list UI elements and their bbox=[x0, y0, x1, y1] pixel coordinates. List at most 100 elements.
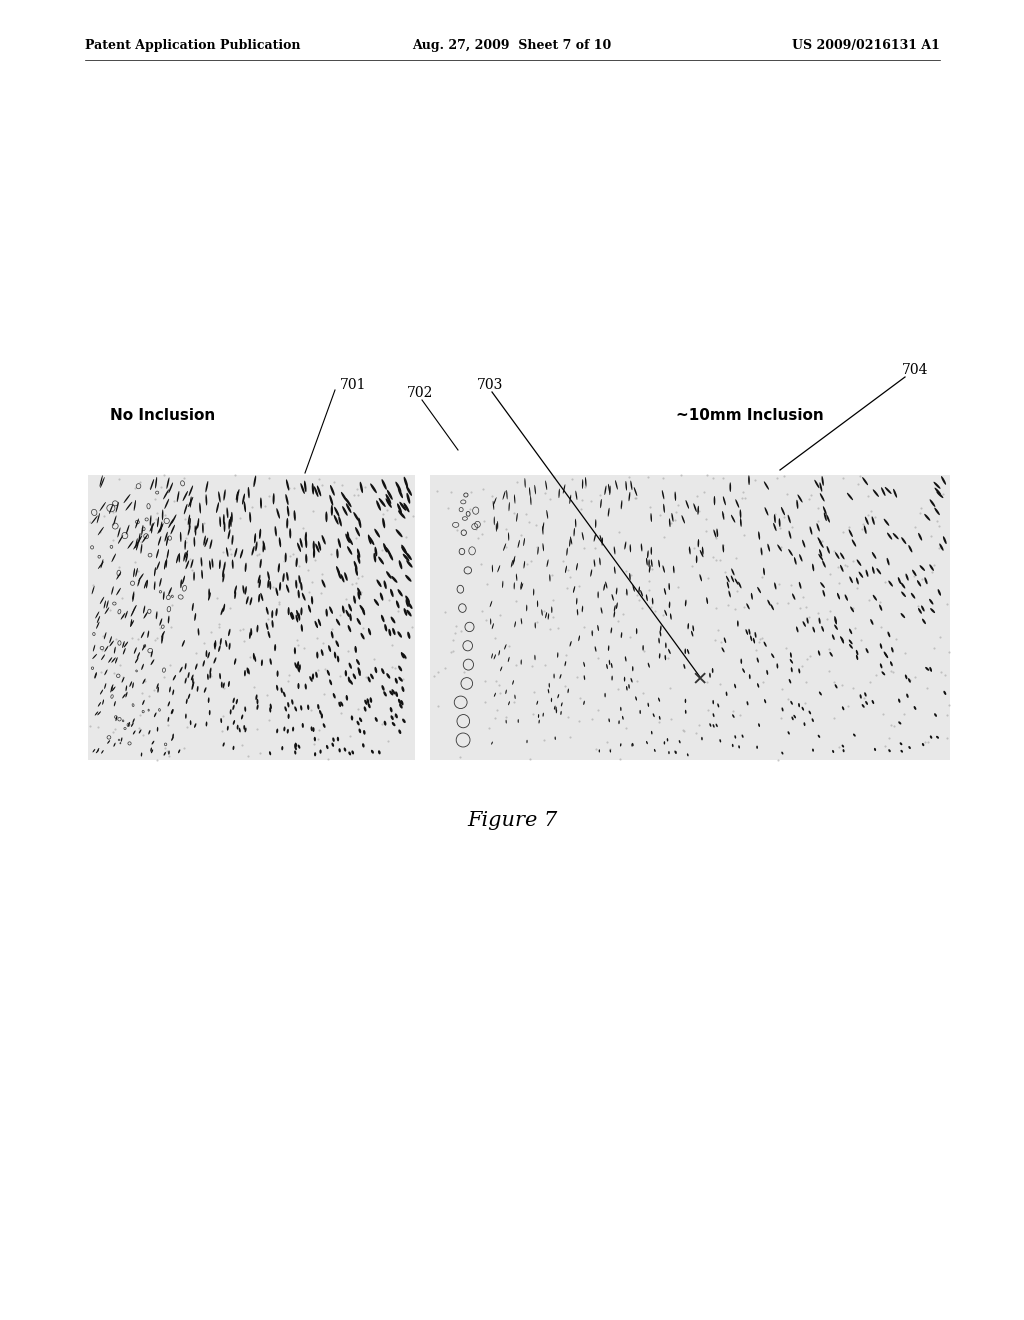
Point bbox=[265, 576, 282, 597]
Ellipse shape bbox=[819, 549, 822, 557]
Ellipse shape bbox=[130, 619, 132, 627]
Point bbox=[906, 667, 923, 688]
Ellipse shape bbox=[168, 587, 172, 595]
Point bbox=[506, 503, 522, 524]
Ellipse shape bbox=[143, 606, 145, 614]
Ellipse shape bbox=[216, 502, 219, 513]
Ellipse shape bbox=[403, 477, 409, 488]
Ellipse shape bbox=[679, 741, 681, 743]
Point bbox=[712, 549, 728, 570]
Point bbox=[319, 748, 336, 770]
Ellipse shape bbox=[658, 653, 660, 659]
Ellipse shape bbox=[734, 735, 736, 739]
Ellipse shape bbox=[739, 510, 741, 519]
Ellipse shape bbox=[194, 723, 197, 727]
Ellipse shape bbox=[182, 491, 188, 502]
Ellipse shape bbox=[131, 722, 134, 727]
Ellipse shape bbox=[326, 744, 329, 750]
Ellipse shape bbox=[236, 490, 240, 500]
Point bbox=[153, 477, 169, 498]
Ellipse shape bbox=[402, 553, 410, 561]
Ellipse shape bbox=[386, 673, 390, 678]
Ellipse shape bbox=[291, 700, 294, 705]
Ellipse shape bbox=[631, 678, 633, 682]
Ellipse shape bbox=[98, 702, 101, 706]
Ellipse shape bbox=[358, 517, 361, 528]
Ellipse shape bbox=[269, 708, 271, 713]
Point bbox=[166, 490, 182, 511]
Point bbox=[333, 702, 349, 723]
Ellipse shape bbox=[905, 574, 908, 581]
Ellipse shape bbox=[291, 611, 294, 619]
Point bbox=[101, 599, 118, 620]
Ellipse shape bbox=[151, 747, 152, 751]
Point bbox=[853, 630, 869, 651]
Ellipse shape bbox=[888, 750, 891, 752]
Ellipse shape bbox=[841, 638, 844, 644]
Ellipse shape bbox=[514, 694, 516, 700]
Point bbox=[622, 627, 638, 648]
Ellipse shape bbox=[231, 560, 233, 569]
Ellipse shape bbox=[798, 495, 803, 503]
Point bbox=[897, 643, 913, 664]
Point bbox=[855, 688, 871, 709]
Ellipse shape bbox=[615, 587, 617, 594]
Ellipse shape bbox=[616, 602, 617, 609]
Ellipse shape bbox=[116, 715, 117, 721]
Ellipse shape bbox=[135, 657, 138, 663]
Ellipse shape bbox=[722, 544, 724, 553]
Point bbox=[258, 599, 274, 620]
Ellipse shape bbox=[601, 537, 603, 545]
Ellipse shape bbox=[300, 582, 303, 590]
Ellipse shape bbox=[226, 548, 228, 557]
Point bbox=[276, 550, 293, 572]
Ellipse shape bbox=[138, 573, 143, 581]
Point bbox=[111, 556, 127, 577]
Point bbox=[821, 660, 838, 681]
Ellipse shape bbox=[312, 541, 314, 550]
Point bbox=[249, 544, 265, 565]
Ellipse shape bbox=[151, 659, 155, 665]
Ellipse shape bbox=[556, 709, 557, 713]
Ellipse shape bbox=[171, 709, 174, 714]
Point bbox=[628, 487, 644, 508]
Point bbox=[332, 605, 348, 626]
Ellipse shape bbox=[818, 554, 823, 561]
Ellipse shape bbox=[215, 640, 216, 647]
Ellipse shape bbox=[95, 711, 98, 715]
Ellipse shape bbox=[625, 656, 627, 661]
Point bbox=[575, 537, 592, 558]
Ellipse shape bbox=[930, 667, 932, 672]
Ellipse shape bbox=[650, 546, 652, 554]
Ellipse shape bbox=[398, 698, 401, 704]
Point bbox=[617, 561, 634, 582]
Ellipse shape bbox=[697, 506, 699, 515]
Point bbox=[463, 482, 479, 503]
Ellipse shape bbox=[685, 500, 689, 508]
Point bbox=[203, 622, 219, 643]
Point bbox=[571, 688, 588, 709]
Point bbox=[270, 591, 287, 612]
Ellipse shape bbox=[398, 677, 402, 681]
Point bbox=[130, 560, 146, 581]
Ellipse shape bbox=[920, 565, 925, 572]
Ellipse shape bbox=[112, 553, 116, 562]
Point bbox=[398, 527, 415, 548]
Ellipse shape bbox=[102, 700, 104, 705]
Ellipse shape bbox=[722, 647, 725, 652]
Point bbox=[919, 677, 935, 698]
Point bbox=[572, 499, 589, 520]
Ellipse shape bbox=[938, 589, 941, 595]
Ellipse shape bbox=[114, 647, 116, 653]
Ellipse shape bbox=[304, 480, 306, 492]
Ellipse shape bbox=[314, 620, 318, 628]
Ellipse shape bbox=[600, 535, 602, 543]
Ellipse shape bbox=[569, 642, 571, 647]
Ellipse shape bbox=[103, 601, 105, 609]
Ellipse shape bbox=[710, 673, 711, 677]
Point bbox=[852, 466, 868, 487]
Ellipse shape bbox=[669, 519, 671, 527]
Point bbox=[525, 704, 542, 725]
Point bbox=[676, 721, 692, 742]
Ellipse shape bbox=[916, 581, 922, 586]
